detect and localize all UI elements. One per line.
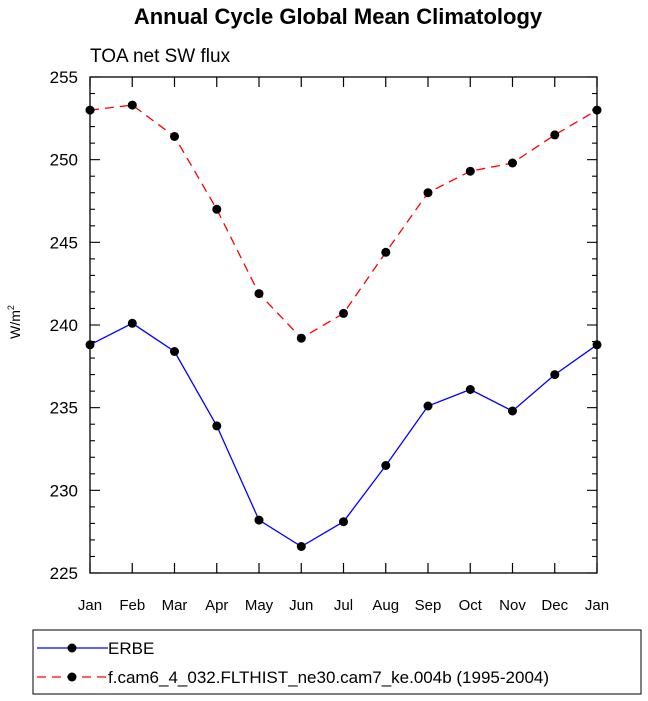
legend: ERBE f.cam6_4_032.FLTHIST_ne30.cam7_ke.0…	[32, 629, 642, 695]
y-tick-label: 235	[50, 399, 78, 418]
x-tick-label: Mar	[162, 597, 188, 614]
x-tick-label: Nov	[499, 597, 526, 614]
plot-frame	[89, 76, 598, 574]
series-1-point	[423, 188, 433, 198]
y-tick-label: 245	[50, 233, 78, 252]
series-0-point	[339, 517, 348, 527]
y-axis-label: W/m2	[6, 305, 23, 339]
y-tick-label: 225	[50, 564, 78, 583]
chart-title: Annual Cycle Global Mean Climatology	[134, 4, 543, 29]
x-tick-label: Jul	[334, 597, 353, 614]
series-1-point	[212, 204, 222, 214]
series-line-1	[89, 104, 598, 340]
y-axis-label-superscript: 2	[6, 305, 16, 310]
series-line-0	[89, 322, 598, 548]
x-tick-label: Jun	[289, 597, 313, 614]
x-tick-label: Jan	[585, 597, 609, 614]
series-0-point	[296, 542, 306, 551]
x-tick-label: Dec	[541, 597, 568, 614]
ticks-layer: Jan Feb Mar Apr May Jun Jul Aug Sep Oct Nov Dec Jan2…	[50, 68, 609, 614]
series-1-point	[127, 100, 137, 110]
x-tick-label: May	[245, 597, 274, 614]
series-1-point	[296, 333, 306, 343]
chart-subtitle: TOA net SW flux	[90, 46, 231, 67]
x-tick-label: Aug	[372, 597, 399, 614]
series-0-point	[254, 515, 264, 525]
legend-label-model: f.cam6_4_032.FLTHIST_ne30.cam7_ke.004b (…	[108, 668, 549, 687]
series-0-point	[508, 406, 517, 416]
x-tick-label: Oct	[459, 597, 483, 614]
y-tick-label: 230	[50, 481, 78, 500]
series-0-point	[212, 421, 222, 431]
y-axis-label-text: W/m	[7, 310, 23, 339]
legend-label-erbe: ERBE	[108, 639, 154, 658]
y-tick-label: 250	[50, 151, 78, 170]
series-1-point	[381, 247, 391, 257]
series-0-point	[550, 370, 560, 380]
x-tick-label: Feb	[119, 597, 145, 614]
series-0-point	[381, 461, 391, 470]
series-1-point	[170, 132, 179, 141]
x-tick-label: Sep	[415, 597, 442, 614]
legend-box	[32, 629, 642, 695]
series-0-point	[423, 401, 433, 411]
legend-marker-erbe	[67, 643, 77, 653]
series-1-point	[550, 130, 560, 140]
x-tick-label: Jan	[78, 597, 102, 614]
series-1-point	[339, 308, 348, 318]
series-1-point	[508, 158, 517, 168]
series-1-point	[465, 166, 475, 176]
series-0-point	[465, 385, 475, 394]
y-tick-label: 255	[50, 68, 78, 87]
legend-marker-model	[67, 672, 77, 682]
x-tick-label: Apr	[205, 597, 228, 614]
y-tick-label: 240	[50, 316, 78, 335]
svg-text:W/m2: W/m2	[6, 305, 23, 339]
series-0-point	[170, 347, 179, 356]
series-1-point	[254, 289, 264, 299]
series-layer	[85, 100, 602, 551]
series-0-point	[127, 318, 137, 328]
